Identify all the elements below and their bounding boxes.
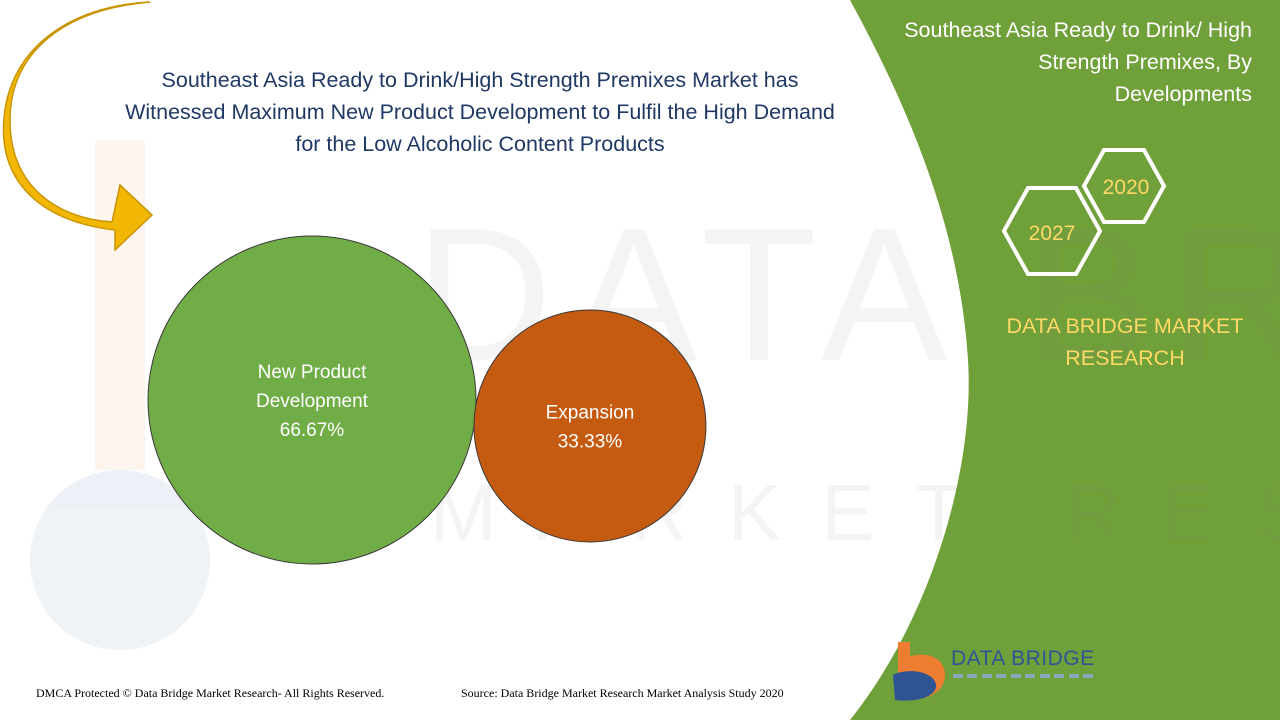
bubble-category-label: Expansion xyxy=(546,403,635,424)
bubble-category-label: New Product xyxy=(258,362,367,383)
bubble-category-label: Development xyxy=(256,391,369,412)
side-panel-title: Southeast Asia Ready to Drink/ High Stre… xyxy=(904,18,1252,106)
footer-copyright: DMCA Protected © Data Bridge Market Rese… xyxy=(36,686,385,700)
year-2020-label: 2020 xyxy=(1103,176,1150,199)
bubble-expansion xyxy=(473,309,707,543)
side-panel-background xyxy=(850,0,1280,720)
hexagon-2027 xyxy=(1001,186,1103,276)
bubble-value-label: 33.33% xyxy=(558,432,623,453)
hexagon-2020 xyxy=(1081,148,1167,224)
bubble-new-product-development xyxy=(147,235,477,565)
logo-text: DATA BRIDGE xyxy=(951,647,1095,670)
bubble-chart: New Product Development 66.67% Expansion 33.… xyxy=(147,235,707,565)
logo-subline xyxy=(953,674,1093,680)
year-2027-label: 2027 xyxy=(1029,222,1076,245)
curved-arrow-icon xyxy=(2,1,154,252)
bubble-value-label: 66.67% xyxy=(280,420,345,441)
year-hexagons: 2020 2027 xyxy=(1001,148,1167,276)
headline: Southeast Asia Ready to Drink/High Stren… xyxy=(125,68,835,156)
data-bridge-logo-icon xyxy=(893,642,945,701)
footer-source: Source: Data Bridge Market Research Mark… xyxy=(461,686,784,700)
brand-tagline: DATA BRIDGE MARKET RESEARCH xyxy=(1006,314,1244,370)
